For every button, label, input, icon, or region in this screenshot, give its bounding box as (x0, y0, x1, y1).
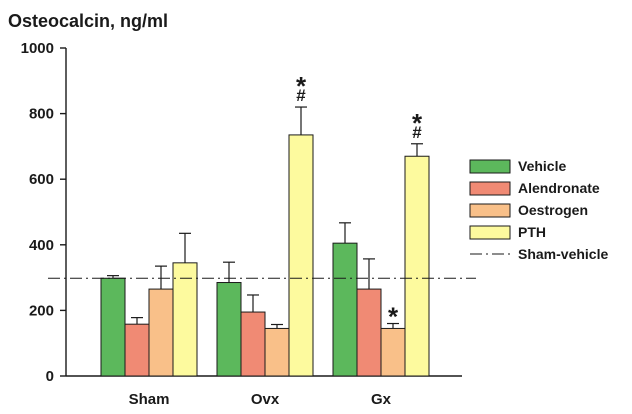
bar (264, 327, 290, 377)
bar (124, 323, 150, 377)
significance-asterisk: * (388, 302, 399, 332)
legend-swatch (469, 159, 511, 174)
bar (288, 134, 314, 377)
bars (100, 134, 430, 377)
legend-label: Sham-vehicle (518, 246, 608, 262)
x-tick-label: Gx (371, 391, 392, 408)
x-tick-label: Ovx (251, 391, 280, 408)
bar (172, 262, 198, 377)
bar (216, 282, 242, 377)
significance-asterisk: * (412, 108, 423, 138)
bar (148, 288, 174, 377)
bar (240, 311, 266, 377)
bar (404, 155, 430, 377)
y-tick-label: 1000 (21, 40, 54, 57)
y-tick-label: 800 (29, 106, 54, 123)
y-tick-label: 200 (29, 302, 54, 319)
significance-hash: # (296, 86, 306, 105)
legend-label: PTH (518, 224, 546, 240)
error-bars (107, 106, 423, 329)
significance-asterisk: * (296, 71, 307, 101)
axes: 0 200 400 600 800 1000 Sham Ovx Gx (21, 40, 462, 408)
y-tick-label: 400 (29, 237, 54, 254)
chart-title: Osteocalcin, ng/ml (8, 11, 168, 31)
significance-hash: # (412, 123, 422, 142)
legend-swatch (469, 181, 511, 196)
legend-label: Alendronate (518, 180, 600, 196)
legend-label: Oestrogen (518, 202, 588, 218)
annotations: #*#** (296, 71, 423, 331)
bar (380, 327, 406, 377)
y-tick-label: 0 (46, 368, 54, 385)
legend-label: Vehicle (518, 158, 566, 174)
legend: Vehicle Alendronate Oestrogen PTH Sham-vehic… (469, 158, 608, 262)
legend-swatch (469, 225, 511, 240)
x-tick-label: Sham (129, 391, 170, 408)
legend-swatch (469, 203, 511, 218)
y-tick-label: 600 (29, 171, 54, 188)
bar (332, 242, 358, 377)
bar (100, 277, 126, 377)
bar (356, 288, 382, 377)
